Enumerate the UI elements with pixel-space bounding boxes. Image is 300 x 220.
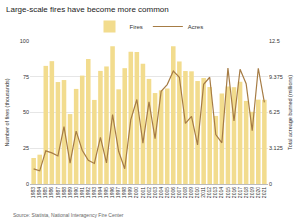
svg-text:2002: 2002 <box>146 187 152 198</box>
svg-text:Acres: Acres <box>188 24 203 30</box>
svg-text:2014: 2014 <box>218 187 224 198</box>
svg-text:2005: 2005 <box>164 187 170 198</box>
svg-text:50: 50 <box>23 109 29 115</box>
svg-text:2017: 2017 <box>237 187 243 198</box>
svg-text:1994: 1994 <box>97 187 103 198</box>
svg-text:2004: 2004 <box>158 187 164 198</box>
svg-text:Source: Statista, National Int: Source: Statista, National Interagency F… <box>13 212 124 218</box>
svg-text:1985: 1985 <box>42 187 48 198</box>
svg-text:9.375: 9.375 <box>269 74 283 80</box>
svg-text:1990: 1990 <box>73 187 79 198</box>
svg-text:1997: 1997 <box>115 187 121 198</box>
svg-text:12.5: 12.5 <box>269 38 280 44</box>
svg-text:1996: 1996 <box>109 187 115 198</box>
svg-text:1986: 1986 <box>48 187 54 198</box>
svg-text:2008: 2008 <box>182 187 188 198</box>
svg-text:Fires: Fires <box>130 24 143 30</box>
svg-text:2013: 2013 <box>212 187 218 198</box>
svg-text:100: 100 <box>20 38 29 44</box>
svg-text:2000: 2000 <box>133 187 139 198</box>
svg-text:2016: 2016 <box>231 187 237 198</box>
svg-text:Large-scale fires have become: Large-scale fires have become more commo… <box>6 5 169 14</box>
svg-text:1992: 1992 <box>85 187 91 198</box>
svg-text:2009: 2009 <box>188 187 194 198</box>
svg-text:2006: 2006 <box>170 187 176 198</box>
svg-text:2018: 2018 <box>243 187 249 198</box>
svg-text:1983: 1983 <box>30 187 36 198</box>
svg-text:1988: 1988 <box>61 187 67 198</box>
svg-text:2019: 2019 <box>249 187 255 198</box>
svg-text:3.125: 3.125 <box>269 145 283 151</box>
svg-text:1989: 1989 <box>67 187 73 198</box>
svg-text:Total acreage burned (millions: Total acreage burned (millions) <box>287 75 293 150</box>
svg-text:1993: 1993 <box>91 187 97 198</box>
svg-text:2012: 2012 <box>206 187 212 198</box>
svg-text:Number of fires (thousands): Number of fires (thousands) <box>4 78 10 146</box>
svg-text:0: 0 <box>26 181 29 187</box>
svg-text:2003: 2003 <box>152 187 158 198</box>
svg-text:6.25: 6.25 <box>269 109 280 115</box>
svg-text:2010: 2010 <box>194 187 200 198</box>
svg-text:1995: 1995 <box>103 187 109 198</box>
svg-text:1998: 1998 <box>121 187 127 198</box>
svg-text:1999: 1999 <box>127 187 133 198</box>
svg-text:1987: 1987 <box>55 187 61 198</box>
svg-text:1991: 1991 <box>79 187 85 198</box>
svg-text:0: 0 <box>269 181 272 187</box>
svg-text:75: 75 <box>23 74 29 80</box>
svg-text:2007: 2007 <box>176 187 182 198</box>
svg-text:2021: 2021 <box>261 187 267 198</box>
svg-text:2001: 2001 <box>140 187 146 198</box>
svg-text:1984: 1984 <box>36 187 42 198</box>
svg-text:2011: 2011 <box>200 187 206 198</box>
svg-text:2020: 2020 <box>255 187 261 198</box>
svg-text:25: 25 <box>23 145 29 151</box>
svg-text:2015: 2015 <box>225 187 231 198</box>
